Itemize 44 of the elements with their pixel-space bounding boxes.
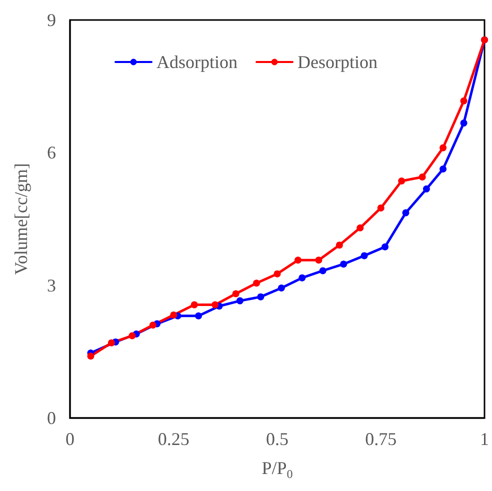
x-tick-label: 0.75	[365, 429, 397, 449]
y-tick-label: 0	[47, 408, 56, 428]
point	[108, 339, 115, 346]
point	[315, 256, 322, 264]
point	[418, 173, 426, 180]
point	[360, 252, 368, 260]
y-tick-label: 9	[47, 10, 56, 30]
point	[195, 312, 202, 320]
point	[212, 301, 219, 308]
point	[340, 260, 348, 268]
point	[336, 242, 343, 249]
point	[190, 301, 198, 308]
point	[402, 209, 410, 216]
point	[440, 166, 447, 173]
legend-label: Adsorption	[156, 52, 238, 72]
y-axis-title: Volume[cc/gm]	[11, 163, 31, 275]
point	[356, 224, 364, 232]
point	[398, 177, 406, 184]
point	[278, 284, 285, 292]
y-tick-label: 3	[47, 275, 56, 296]
point	[460, 97, 468, 104]
x-tick-label: 1	[480, 429, 489, 449]
point	[236, 297, 244, 304]
point	[377, 204, 384, 212]
x-tick-label: 0.25	[158, 429, 190, 449]
point	[422, 185, 430, 192]
point	[253, 280, 260, 287]
x-tick-label: 0	[66, 429, 74, 449]
point	[128, 332, 136, 340]
point	[170, 311, 178, 318]
point	[257, 293, 264, 300]
point	[232, 290, 240, 298]
point	[294, 256, 302, 264]
y-tick-label: 6	[47, 142, 56, 163]
point	[274, 270, 281, 278]
point	[298, 274, 306, 282]
point	[440, 144, 447, 152]
point	[319, 267, 326, 274]
point	[460, 120, 468, 127]
point	[382, 243, 389, 250]
x-tick-label: 0.5	[266, 429, 288, 449]
legend-label: Desorption	[298, 52, 378, 72]
point	[149, 322, 156, 329]
point	[87, 352, 94, 360]
